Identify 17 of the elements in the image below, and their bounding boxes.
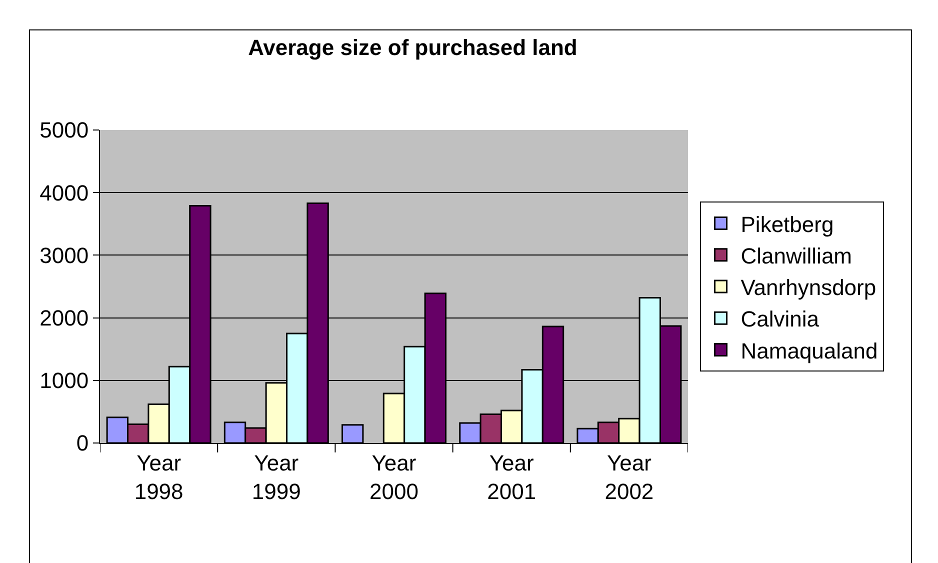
x-tick-label: Year 2002 — [604, 450, 654, 504]
chart-title: Average size of purchased land — [248, 34, 578, 60]
x-tick-label: Year 1998 — [134, 450, 184, 504]
y-tick-label: 2000 — [40, 306, 89, 330]
legend-label: Calvinia — [740, 306, 820, 332]
legend-label: Namaqualand — [740, 338, 878, 364]
legend-label: Clanwilliam — [740, 243, 852, 268]
legend-label: Piketberg — [740, 212, 834, 237]
y-tick-label: 5000 — [40, 118, 89, 143]
x-tick-label: Year 2001 — [487, 450, 536, 504]
x-tick-label: Year 1999 — [252, 450, 301, 504]
y-tick-label: 1000 — [40, 368, 89, 394]
y-tick-label: 3000 — [40, 242, 89, 268]
x-tick-label: Year 2000 — [370, 450, 418, 504]
y-tick-label: 4000 — [40, 180, 89, 206]
y-tick-label: 0 — [76, 430, 89, 456]
legend-label: Vanrhynsdorp — [740, 275, 876, 300]
